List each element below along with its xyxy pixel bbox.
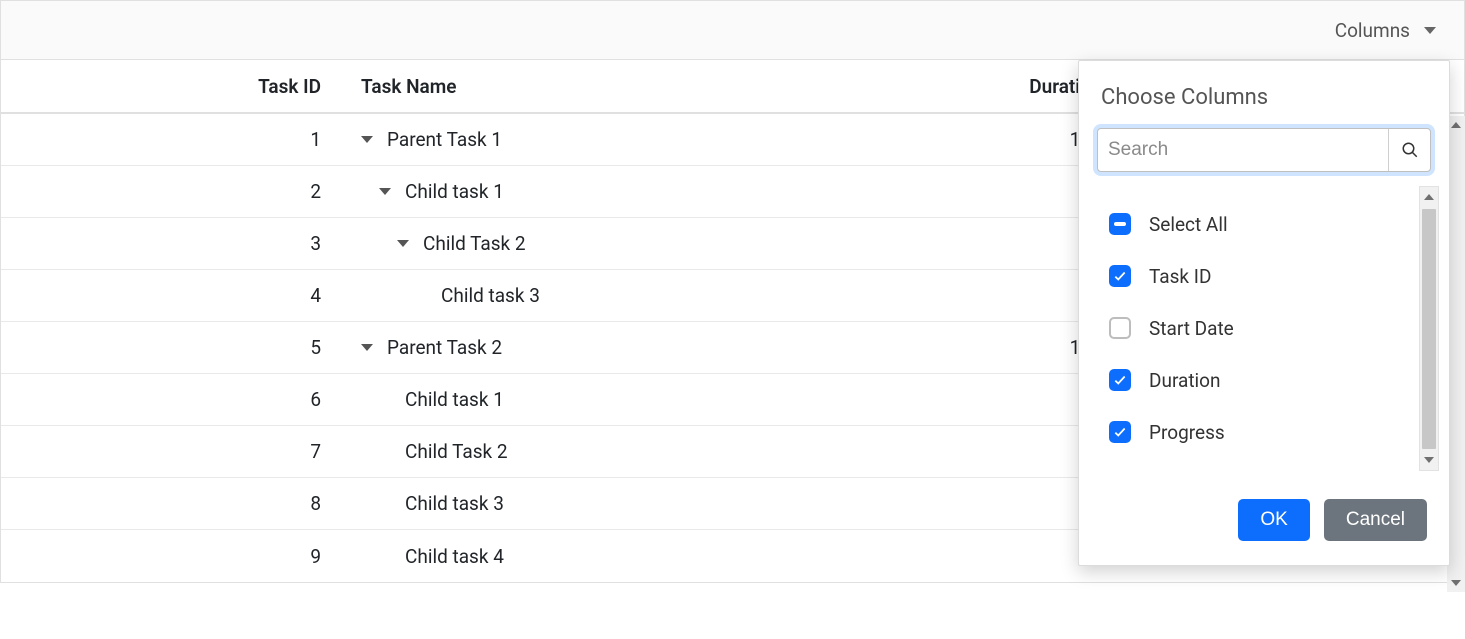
options-scrollbar[interactable] [1419,186,1439,471]
column-option-label: Progress [1149,421,1225,444]
column-option-label: Start Date [1149,317,1234,340]
column-option-label: Task ID [1149,265,1211,288]
cell-task-id: 2 [1,180,351,203]
task-name-text: Child task 1 [405,388,504,411]
checkbox-checked-icon[interactable] [1109,265,1131,287]
expand-collapse-icon[interactable] [361,344,373,351]
task-name-text: Child task 1 [405,180,504,203]
task-name-text: Child Task 2 [423,232,526,255]
cell-task-id: 6 [1,388,351,411]
column-header-task-id[interactable]: Task ID [1,75,351,98]
scroll-down-icon[interactable] [1447,574,1465,592]
cell-task-name: Child task 3 [351,284,991,307]
cell-duration: 6 [991,284,1091,307]
task-name-text: Parent Task 2 [387,336,502,359]
column-chooser-title: Choose Columns [1079,81,1449,128]
cell-duration: 10 [991,128,1091,151]
cell-task-id: 4 [1,284,351,307]
ok-button[interactable]: OK [1238,499,1309,541]
cancel-button[interactable]: Cancel [1324,499,1427,541]
cell-task-id: 3 [1,232,351,255]
column-option[interactable]: Select All [1109,198,1419,250]
expand-collapse-icon[interactable] [361,136,373,143]
cell-task-name: Child Task 2 [351,440,991,463]
column-options-list: Select All Task ID Start Date Duration Progr… [1101,186,1427,471]
column-option[interactable]: Start Date [1109,302,1419,354]
column-search-input[interactable] [1097,128,1431,172]
column-option[interactable]: Task ID [1109,250,1419,302]
cell-task-name: Child task 3 [351,492,991,515]
scroll-down-icon[interactable] [1420,450,1438,470]
checkbox-checked-icon[interactable] [1109,421,1131,443]
checkbox-indeterminate-icon[interactable] [1109,213,1131,235]
column-option-label: Duration [1149,369,1221,392]
task-name-text: Child task 4 [405,545,504,568]
cell-task-name: Child task 1 [351,388,991,411]
column-chooser-popup: Choose Columns Select All Task ID Start Da… [1078,60,1450,566]
checkbox-unchecked-icon[interactable] [1109,317,1131,339]
columns-dropdown-button[interactable]: Columns [1335,19,1436,42]
cell-duration: 6 [991,492,1091,515]
cell-task-id: 5 [1,336,351,359]
column-header-task-name[interactable]: Task Name [351,75,991,98]
cell-duration: 5 [991,232,1091,255]
expand-collapse-icon[interactable] [397,240,409,247]
cell-duration: 5 [991,440,1091,463]
cell-duration: 6 [991,545,1091,568]
cell-task-name: Parent Task 1 [351,128,991,151]
cell-task-id: 7 [1,440,351,463]
checkbox-checked-icon[interactable] [1109,369,1131,391]
cell-task-id: 1 [1,128,351,151]
column-search-wrap [1097,128,1431,172]
cell-task-name: Child task 1 [351,180,991,203]
toolbar: Columns [0,0,1465,60]
cell-duration: 4 [991,388,1091,411]
chevron-down-icon [1424,27,1436,34]
task-name-text: Parent Task 1 [387,128,502,151]
task-name-text: Child task 3 [405,492,504,515]
column-header-duration[interactable]: Duratio [991,75,1091,98]
cell-task-name: Child Task 2 [351,232,991,255]
task-name-text: Child task 3 [441,284,540,307]
task-name-text: Child Task 2 [405,440,508,463]
column-chooser-footer: OK Cancel [1079,471,1449,545]
column-option[interactable]: Progress [1109,406,1419,458]
scroll-up-icon[interactable] [1420,187,1438,207]
cell-duration: 4 [991,180,1091,203]
cell-duration: 10 [991,336,1091,359]
columns-dropdown-label: Columns [1335,19,1410,42]
expand-collapse-icon[interactable] [379,188,391,195]
cell-task-id: 9 [1,545,351,568]
scrollbar-thumb[interactable] [1422,209,1436,449]
column-option-label: Select All [1149,213,1228,236]
cell-task-name: Parent Task 2 [351,336,991,359]
search-icon[interactable] [1388,129,1430,171]
cell-task-id: 8 [1,492,351,515]
column-option[interactable]: Duration [1109,354,1419,406]
cell-task-name: Child task 4 [351,545,991,568]
